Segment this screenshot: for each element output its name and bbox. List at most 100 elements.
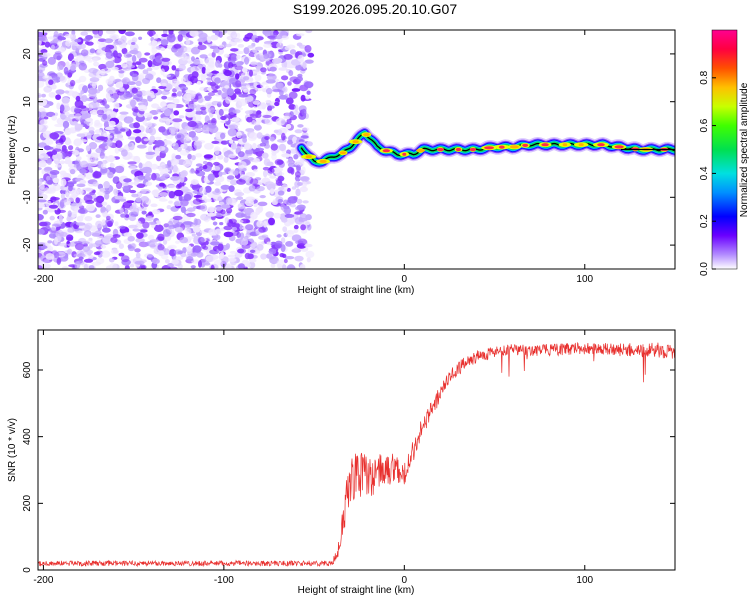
noise-blob xyxy=(273,212,282,219)
noise-blob xyxy=(160,39,169,46)
noise-blob xyxy=(217,101,222,105)
noise-blob xyxy=(54,112,59,117)
noise-blob xyxy=(231,226,238,231)
noise-blob xyxy=(123,208,129,215)
noise-blob xyxy=(84,171,93,180)
noise-blob xyxy=(53,52,63,60)
noise-blob xyxy=(125,93,135,98)
noise-blob xyxy=(52,177,60,184)
noise-blob xyxy=(228,257,237,262)
noise-blob xyxy=(118,252,125,257)
noise-blob xyxy=(118,243,124,249)
noise-blob xyxy=(62,120,70,129)
spectrogram-ytick-label: 0 xyxy=(22,146,33,152)
noise-blob xyxy=(163,108,172,117)
noise-blob xyxy=(42,75,53,80)
noise-blob xyxy=(137,206,147,212)
noise-blob xyxy=(294,129,303,134)
noise-blob xyxy=(85,117,94,122)
noise-blob xyxy=(283,115,291,120)
noise-blob xyxy=(76,54,86,62)
noise-blob xyxy=(38,98,48,107)
noise-blob xyxy=(186,212,196,218)
noise-blob xyxy=(166,205,172,210)
noise-blob xyxy=(237,202,246,210)
noise-blob xyxy=(88,254,94,259)
noise-blob xyxy=(47,179,54,185)
noise-blob xyxy=(46,146,54,150)
noise-blob xyxy=(40,49,48,54)
noise-blob xyxy=(204,97,211,101)
noise-blob xyxy=(192,245,202,253)
snr-xtick-label: -200 xyxy=(33,575,53,586)
noise-blob xyxy=(104,235,112,240)
noise-blob xyxy=(141,210,147,215)
noise-blob xyxy=(42,209,48,215)
noise-blob xyxy=(269,136,275,142)
noise-blob xyxy=(284,256,295,260)
noise-blob xyxy=(220,92,226,96)
noise-blob xyxy=(296,76,303,82)
noise-blob xyxy=(187,153,192,160)
noise-blob xyxy=(197,44,207,51)
noise-blob xyxy=(78,75,87,83)
noise-blob xyxy=(278,30,287,37)
noise-blob xyxy=(148,127,157,136)
noise-blob xyxy=(179,149,190,156)
noise-blob xyxy=(256,220,264,228)
noise-blob xyxy=(249,215,255,223)
noise-blob xyxy=(102,159,108,165)
noise-blob xyxy=(295,188,301,197)
noise-blob xyxy=(54,164,62,168)
noise-blob xyxy=(265,211,275,218)
noise-blob xyxy=(104,192,110,200)
snr-frame xyxy=(37,329,676,571)
noise-blob xyxy=(243,47,250,55)
noise-blob xyxy=(185,228,192,235)
noise-blob xyxy=(262,103,268,108)
noise-blob xyxy=(236,196,244,201)
noise-blob xyxy=(88,67,98,74)
noise-blob xyxy=(306,90,311,95)
snr-xtick-label: -100 xyxy=(214,575,234,586)
ridge-hotspot xyxy=(578,143,584,147)
noise-blob xyxy=(58,214,63,223)
noise-blob xyxy=(218,73,227,80)
noise-blob xyxy=(305,95,310,100)
noise-blob xyxy=(101,250,111,258)
noise-blob xyxy=(126,81,136,86)
noise-blob xyxy=(259,195,266,199)
noise-blob xyxy=(164,259,170,264)
noise-blob xyxy=(150,94,156,99)
noise-blob xyxy=(128,155,138,160)
noise-blob xyxy=(263,170,268,178)
noise-blob xyxy=(44,167,53,171)
noise-blob xyxy=(269,175,277,179)
noise-blob xyxy=(41,263,51,269)
noise-blob xyxy=(43,116,49,120)
noise-blob xyxy=(296,221,305,225)
noise-blob xyxy=(102,98,107,107)
noise-blob xyxy=(175,240,180,244)
noise-blob xyxy=(275,81,280,88)
noise-blob xyxy=(87,250,92,256)
noise-blob xyxy=(92,30,100,35)
noise-blob xyxy=(145,151,156,155)
noise-blob xyxy=(84,216,93,222)
noise-blob xyxy=(78,256,84,260)
noise-blob xyxy=(227,128,237,137)
noise-blob xyxy=(144,52,151,56)
noise-blob xyxy=(283,258,288,264)
noise-blob xyxy=(83,194,93,202)
noise-blob xyxy=(107,155,115,163)
noise-blob xyxy=(97,30,103,37)
noise-blob xyxy=(228,218,237,224)
noise-blob xyxy=(263,53,270,60)
noise-blob xyxy=(246,263,252,268)
noise-blob xyxy=(286,118,292,124)
noise-blob xyxy=(147,60,153,68)
noise-blob xyxy=(252,142,257,150)
noise-blob xyxy=(305,30,313,34)
noise-blob xyxy=(85,145,91,152)
noise-blob xyxy=(190,252,198,257)
